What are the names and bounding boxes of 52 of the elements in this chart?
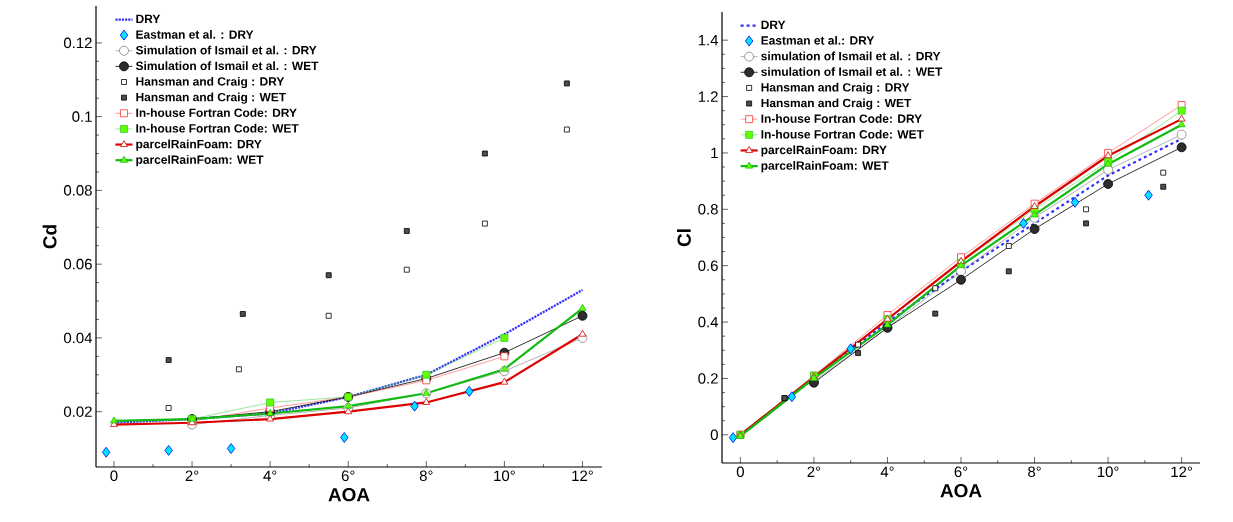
legend-label: Hansman and Craig : WET bbox=[761, 98, 912, 110]
legend-label: Eastman et al. : DRY bbox=[136, 30, 254, 39]
legend-label: parcelRainFoam: DRY bbox=[761, 145, 887, 157]
x-tick-label: 0 bbox=[736, 466, 744, 478]
legend-label: Eastman et al.: DRY bbox=[761, 35, 875, 45]
x-tick-label: 8° bbox=[1028, 466, 1041, 478]
y-axis-title: Cd bbox=[42, 225, 57, 249]
legend-label: Hansman and Craig : WET bbox=[136, 92, 286, 104]
y-tick-label: 0.06 bbox=[63, 258, 92, 270]
x-tick-label: 6° bbox=[954, 466, 968, 478]
legend-label: simulation of Ismail et al. : DRY bbox=[761, 51, 941, 61]
y-tick-label: 0.6 bbox=[698, 260, 718, 271]
y-tick-label: 0.2 bbox=[698, 373, 718, 384]
y-tick-label: 1.2 bbox=[698, 91, 718, 102]
legend-label: In-house Fortran Code: WET bbox=[761, 129, 924, 139]
y-tick-label: 0.08 bbox=[63, 185, 92, 196]
legend-label: parcelRainFoam: WET bbox=[136, 155, 264, 167]
y-tick-label: 0.1 bbox=[72, 111, 92, 122]
legend-label: parcelRainFoam: WET bbox=[761, 161, 889, 173]
y-tick-label: 0.02 bbox=[63, 406, 92, 417]
y-tick-label: 0 bbox=[710, 429, 718, 441]
y-tick-label: 0.4 bbox=[698, 316, 719, 328]
legend-label: Simulation of Ismail et al. : DRY bbox=[135, 45, 317, 55]
x-tick-label: 8° bbox=[419, 470, 433, 482]
legend-label: Hansman and Craig : DRY bbox=[761, 82, 910, 95]
x-tick-label: 10° bbox=[1097, 466, 1119, 478]
y-axis-title: Cl bbox=[676, 229, 691, 247]
legend-label: Hansman and Craig : DRY bbox=[136, 76, 285, 89]
legend-label: In-house Fortran Code: DRY bbox=[761, 114, 922, 123]
legend-label: DRY bbox=[761, 20, 786, 29]
x-tick-label: 4° bbox=[880, 466, 894, 477]
x-tick-label: 2° bbox=[807, 466, 821, 477]
x-tick-label: 2° bbox=[185, 470, 199, 481]
x-tick-label: 6° bbox=[341, 470, 355, 482]
y-tick-label: 0.8 bbox=[698, 204, 718, 215]
legend-label: In-house Fortran Code: WET bbox=[136, 123, 299, 133]
x-axis-title: AOA bbox=[940, 483, 982, 498]
x-tick-label: 0 bbox=[110, 470, 118, 482]
legend-label: parcelRainFoam: DRY bbox=[136, 139, 262, 151]
x-tick-label: 10° bbox=[494, 470, 515, 482]
legend-label: DRY bbox=[136, 14, 161, 24]
legend-label: In-house Fortran Code: DRY bbox=[136, 108, 297, 117]
y-tick-label: 0.12 bbox=[63, 37, 92, 49]
x-tick-label: 12° bbox=[572, 470, 593, 481]
x-tick-label: 12° bbox=[1171, 466, 1193, 477]
y-tick-label: 0.04 bbox=[63, 332, 93, 344]
legend-label: simulation of Ismail et al. : WET bbox=[761, 67, 943, 76]
legend-label: Simulation of Ismail et al. : WET bbox=[135, 61, 319, 71]
y-tick-label: 1 bbox=[711, 147, 718, 159]
x-tick-label: 4° bbox=[263, 470, 277, 481]
x-axis-title: AOA bbox=[328, 487, 370, 502]
y-tick-label: 1.4 bbox=[698, 35, 719, 46]
